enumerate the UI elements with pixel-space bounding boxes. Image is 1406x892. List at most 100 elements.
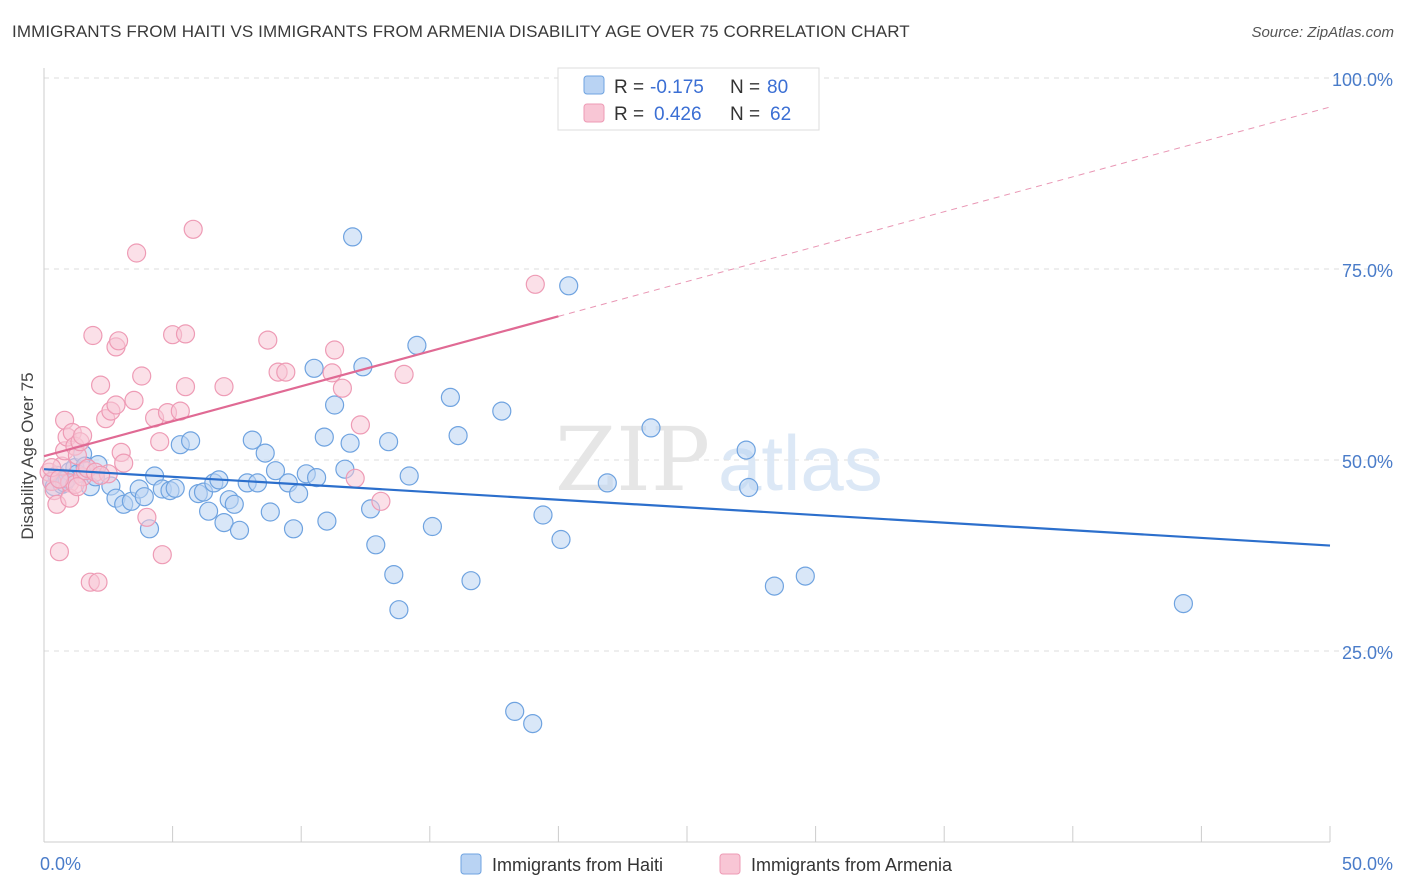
armenia-point (150, 432, 170, 452)
series-legend-swatch-haiti (460, 853, 482, 875)
armenia-point (137, 507, 157, 527)
haiti-point (366, 535, 386, 555)
armenia-point (350, 415, 370, 435)
haiti-point (461, 571, 481, 591)
haiti-point (317, 511, 337, 531)
series-legend-label-haiti: Immigrants from Haiti (492, 855, 663, 875)
armenia-point (183, 219, 203, 239)
haiti-point (422, 516, 442, 537)
haiti-point (224, 494, 244, 514)
armenia-point (371, 491, 391, 511)
axes (43, 68, 1331, 843)
armenia-point (214, 377, 234, 397)
stats-legend: R = -0.175 N = 80 R = 0.426 N = 62 (557, 67, 820, 131)
haiti-point (523, 713, 543, 734)
haiti-point (399, 466, 419, 486)
haiti-point (379, 432, 399, 452)
haiti-point (736, 440, 756, 460)
armenia-trend-extension (558, 106, 1331, 317)
haiti-point (307, 468, 327, 488)
armenia-trend-line (43, 315, 559, 458)
haiti-point (289, 484, 309, 504)
haiti-point (641, 418, 661, 438)
haiti-point (739, 477, 759, 498)
chart-title: IMMIGRANTS FROM HAITI VS IMMIGRANTS FROM… (12, 22, 910, 41)
haiti-point (260, 502, 280, 522)
legend-r-value-haiti: -0.175 (650, 77, 704, 98)
series-legend-swatch-armenia (719, 853, 741, 875)
haiti-point (242, 430, 262, 450)
haiti-point (1173, 593, 1194, 614)
haiti-point (448, 426, 468, 446)
haiti-point (255, 443, 275, 463)
haiti-point (505, 701, 525, 722)
armenia-point (108, 331, 129, 351)
haiti-trend-line (43, 468, 1331, 547)
haiti-point (265, 461, 286, 481)
armenia-point (90, 465, 111, 485)
haiti-point (229, 520, 250, 540)
tick-labels: 25.0% 50.0% 75.0% 100.0% 0.0% 50.0% (40, 70, 1393, 874)
haiti-point (283, 519, 304, 539)
armenia-point (132, 366, 152, 386)
armenia-point (332, 378, 352, 398)
haiti-point (389, 600, 409, 620)
trend-lines (43, 106, 1331, 547)
armenia-point (525, 274, 545, 294)
legend-n-value-armenia: 62 (770, 104, 791, 125)
armenia-point (394, 364, 414, 384)
haiti-point (492, 401, 512, 421)
legend-n-label-armenia: N = (730, 104, 760, 125)
legend-swatch-haiti (583, 75, 605, 95)
armenia-point (276, 362, 296, 382)
haiti-point (764, 576, 785, 596)
haiti-point (551, 529, 571, 550)
watermark-zip: ZIP (555, 408, 710, 511)
armenia-point (124, 390, 144, 410)
armenia-point (258, 330, 278, 350)
haiti-point (325, 395, 345, 415)
haiti-point (440, 387, 460, 407)
armenia-point (152, 545, 172, 565)
haiti-point (795, 566, 815, 586)
armenia-point (90, 375, 111, 395)
haiti-point (597, 473, 617, 493)
haiti-point (407, 335, 427, 355)
haiti-point (181, 431, 201, 451)
series-legend: Immigrants from Haiti Immigrants from Ar… (460, 853, 953, 875)
armenia-point (175, 377, 196, 397)
armenia-point (106, 395, 126, 415)
armenia-point (127, 243, 147, 263)
haiti-point (343, 227, 363, 247)
haiti-point (134, 487, 154, 507)
legend-n-value-haiti: 80 (767, 77, 788, 98)
armenia-point (88, 572, 108, 592)
haiti-point (199, 501, 219, 521)
armenia-point (72, 426, 93, 446)
armenia-point (67, 477, 88, 497)
armenia-point (114, 453, 134, 473)
y-tick-label: 25.0% (1342, 643, 1393, 663)
legend-r-label-armenia: R = (614, 104, 644, 125)
armenia-point (83, 325, 103, 346)
haiti-point (165, 478, 185, 498)
y-tick-label: 50.0% (1342, 452, 1393, 472)
legend-n-label-haiti: N = (730, 77, 760, 98)
haiti-point (559, 276, 579, 296)
armenia-point (175, 324, 196, 344)
series-legend-label-armenia: Immigrants from Armenia (751, 855, 953, 875)
y-tick-label: 75.0% (1342, 261, 1393, 281)
haiti-point (304, 358, 324, 378)
legend-r-label-haiti: R = (614, 77, 644, 98)
haiti-point (384, 564, 404, 585)
armenia-point (325, 340, 345, 360)
y-tick-label: 100.0% (1332, 70, 1393, 90)
haiti-point (533, 505, 553, 525)
x-tick-label: 50.0% (1342, 854, 1393, 874)
armenia-point (345, 468, 365, 488)
haiti-point (340, 433, 360, 453)
armenia-point (49, 469, 70, 489)
haiti-point (314, 427, 334, 447)
legend-swatch-armenia (583, 103, 605, 123)
